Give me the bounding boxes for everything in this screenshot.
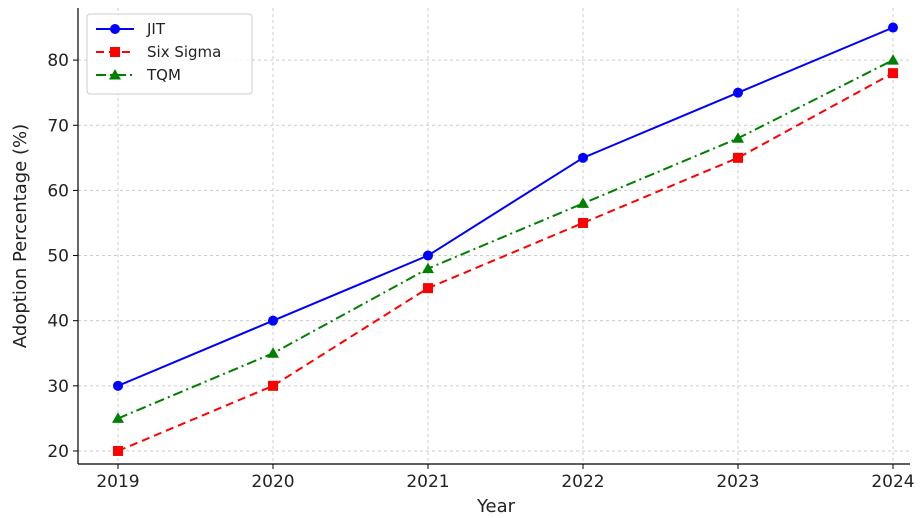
y-axis-title: Adoption Percentage (%) [10,124,31,348]
y-tick-label: 80 [47,51,69,71]
series-line [117,59,894,420]
data-point [578,217,588,228]
data-point [578,152,588,163]
axes: 20 30 40 50 60 70 80 2019 2020 2021 2022 2023 2024 [47,8,915,492]
x-tick-label: 2019 [96,472,139,492]
data-point [888,22,898,33]
data-point [112,412,124,423]
data-point [422,262,434,274]
legend-box [86,13,253,95]
data-point [113,380,123,391]
x-tick-label: 2020 [251,472,294,492]
series-layer [112,22,899,456]
series-tqm [112,54,899,423]
data-point [733,87,743,98]
y-tick-label: 20 [47,442,69,462]
y-tick-label: 40 [47,312,69,332]
y-tick-label: 70 [47,116,69,136]
legend-item: TQM [96,66,181,84]
legend-label: JIT [146,20,166,38]
legend-marker [110,24,120,34]
data-point [733,152,743,163]
data-point [267,347,279,358]
y-tick-label: 50 [47,247,69,267]
data-point [577,197,589,208]
data-point [268,380,278,391]
y-tick-label: 60 [47,181,69,201]
x-tick-label: 2021 [406,472,449,492]
data-point [732,132,744,143]
legend-label: Six Sigma [147,43,221,61]
data-point [423,250,433,261]
x-tick-label: 2022 [561,472,604,492]
legend-marker [109,69,121,80]
data-point [888,68,898,79]
legend-item: Six Sigma [96,43,221,61]
y-tick-label: 30 [47,377,69,397]
legend-label: TQM [146,66,181,84]
x-axis-title: Year [476,496,516,517]
x-tick-label: 2024 [871,472,914,492]
data-point [268,315,278,326]
series-jit [113,22,898,391]
legend: JIT Six Sigma TQM [86,13,253,95]
data-point [113,445,123,456]
series-line [117,72,894,452]
legend-item: JIT [96,20,166,38]
data-point [423,283,433,294]
data-point [887,54,899,65]
series-six-sigma [113,68,898,456]
series-line [117,26,894,387]
x-tick-label: 2023 [716,472,759,492]
legend-marker [110,47,120,57]
